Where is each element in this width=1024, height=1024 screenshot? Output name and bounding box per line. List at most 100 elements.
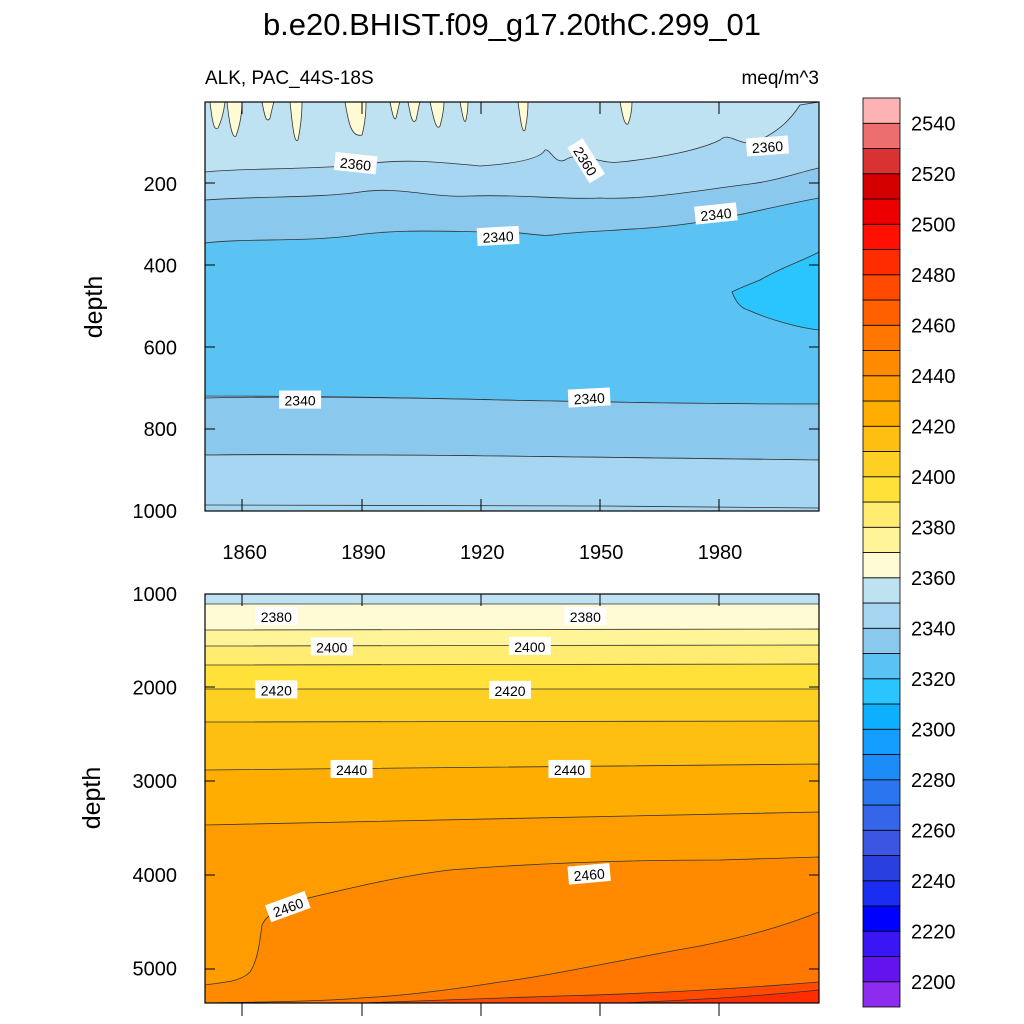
colorbar-tick-label: 2540 <box>911 113 956 135</box>
colorbar-swatch <box>862 804 901 831</box>
contour-label: 2360 <box>745 135 790 157</box>
contour-label-text: 2400 <box>514 639 545 655</box>
colorbar-swatch <box>862 501 901 528</box>
contour-label-text: 2380 <box>570 609 601 625</box>
xtick-label: 1950 <box>579 542 624 564</box>
xtick-label: 1890 <box>341 542 386 564</box>
colorbar-swatch <box>862 122 901 149</box>
colorbar-swatch <box>862 577 901 604</box>
contour-label-text: 2440 <box>336 762 367 778</box>
lower-ytick-label: 3000 <box>133 771 178 793</box>
colorbar-swatch <box>862 97 901 124</box>
lower-band-2480 <box>619 989 819 1003</box>
upper-band-lower-2350 <box>205 454 819 511</box>
colorbar-tick-label: 2500 <box>911 214 956 236</box>
colorbar-swatch <box>862 425 901 452</box>
colorbar-swatch <box>862 779 901 806</box>
xtick-label: 1980 <box>698 542 743 564</box>
colorbar-swatch <box>862 956 901 983</box>
colorbar-tick-label: 2300 <box>911 719 956 741</box>
upper-ytick-label: 1000 <box>133 501 178 523</box>
contour-label: 2420 <box>489 680 532 699</box>
colorbar-swatch <box>862 198 901 225</box>
upper-ytick-label: 400 <box>144 256 177 278</box>
lower-frame <box>204 593 820 1004</box>
upper-ytick-label: 600 <box>144 337 177 359</box>
contour-label: 2420 <box>255 680 298 699</box>
lower-ylabel: depth <box>78 767 106 830</box>
colorbar-swatch <box>862 930 901 957</box>
lower-band-2460 <box>205 911 819 1003</box>
colorbar-tick-label: 2360 <box>911 568 956 590</box>
contour-label-text: 2460 <box>573 865 606 884</box>
chart-title: b.e20.BHIST.f09_g17.20thC.299_01 <box>263 7 761 42</box>
colorbar-swatch <box>862 627 901 654</box>
colorbar-tick-labels: 2200 2220 2240 2260 2280 2300 2320 2340 2360 2380… <box>911 113 956 994</box>
upper-axis-ticks <box>205 102 819 511</box>
upper-ylabel: depth <box>80 276 108 339</box>
colorbar-swatch <box>862 552 901 579</box>
contour-label: 2340 <box>279 390 322 409</box>
contour-label: 2440 <box>330 759 373 778</box>
colorbar-swatch <box>862 274 901 301</box>
lower-band-2470 <box>359 981 819 1003</box>
colorbar-swatch <box>862 678 901 705</box>
colorbar-tick-label: 2260 <box>911 820 956 842</box>
colorbar-swatch <box>862 905 901 932</box>
colorbar-swatch <box>862 324 901 351</box>
colorbar-tick-label: 2320 <box>911 669 956 691</box>
contour-label-text: 2340 <box>700 205 733 224</box>
contour-label-text: 2360 <box>751 138 783 156</box>
contour-label-text: 2380 <box>261 609 292 625</box>
contour-label: 2340 <box>476 225 520 247</box>
upper-panel <box>205 102 819 511</box>
contour-label: 2400 <box>508 636 551 655</box>
colorbar-swatch <box>862 829 901 856</box>
contour-label-text: 2340 <box>284 393 315 409</box>
contour-label-text: 2420 <box>261 682 292 698</box>
upper-band-2320 <box>731 251 819 331</box>
colorbar-swatch <box>862 148 901 175</box>
lower-panel <box>205 594 819 1003</box>
contour-label-text: 2340 <box>573 390 605 408</box>
colorbar-swatch <box>862 981 901 1008</box>
units-subtitle: meq/m^3 <box>741 68 819 89</box>
colorbar-tick-label: 2440 <box>911 366 956 388</box>
colorbar-swatch <box>862 703 901 730</box>
colorbar-tick-label: 2240 <box>911 871 956 893</box>
contour-label-text: 2420 <box>494 683 525 699</box>
contour-label-text: 2440 <box>554 762 585 778</box>
colorbar <box>862 97 901 1008</box>
contour-label-text: 2400 <box>316 639 347 655</box>
contour-label: 2360 <box>333 152 378 175</box>
upper-ytick-label: 800 <box>144 419 177 441</box>
contour-label: 2460 <box>567 862 611 885</box>
left-subtitle: ALK, PAC_44S-18S <box>205 68 374 89</box>
colorbar-tick-label: 2280 <box>911 770 956 792</box>
upper-ytick-label: 200 <box>144 174 177 196</box>
colorbar-tick-label: 2460 <box>911 315 956 337</box>
colorbar-swatch <box>862 223 901 250</box>
colorbar-swatch <box>862 451 901 478</box>
colorbar-swatch <box>862 249 901 276</box>
upper-xtick-labels: 1860 1890 1920 1950 1980 <box>222 542 742 564</box>
colorbar-swatch <box>862 728 901 755</box>
colorbar-swatch <box>862 526 901 553</box>
colorbar-tick-label: 2520 <box>911 164 956 186</box>
contour-label: 2340 <box>567 387 611 408</box>
colorbar-swatch <box>862 375 901 402</box>
upper-frame <box>204 101 820 512</box>
colorbar-tick-label: 2220 <box>911 921 956 943</box>
surface-spikes <box>209 102 633 141</box>
lower-ytick-label: 1000 <box>133 584 178 606</box>
contour-label: 2440 <box>548 759 591 778</box>
colorbar-tick-label: 2200 <box>911 972 956 994</box>
colorbar-tick-label: 2380 <box>911 517 956 539</box>
colorbar-tick-label: 2420 <box>911 416 956 438</box>
contour-label: 2340 <box>694 202 738 225</box>
contour-label: 2400 <box>310 637 353 656</box>
colorbar-swatch <box>862 299 901 326</box>
lower-ytick-label: 4000 <box>133 865 178 887</box>
